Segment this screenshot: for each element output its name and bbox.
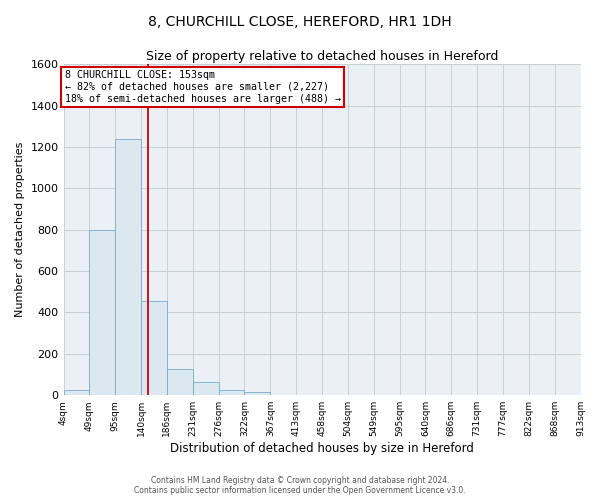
Bar [193,382,218,395]
Bar [218,390,244,395]
Title: Size of property relative to detached houses in Hereford: Size of property relative to detached ho… [146,50,498,63]
Bar [89,230,115,395]
X-axis label: Distribution of detached houses by size in Hereford: Distribution of detached houses by size … [170,442,474,455]
Bar [167,370,193,395]
Text: 8 CHURCHILL CLOSE: 153sqm
← 82% of detached houses are smaller (2,227)
18% of se: 8 CHURCHILL CLOSE: 153sqm ← 82% of detac… [65,70,341,104]
Bar [115,138,141,395]
Bar [141,301,167,395]
Bar [244,392,271,395]
Y-axis label: Number of detached properties: Number of detached properties [15,142,25,318]
Text: 8, CHURCHILL CLOSE, HEREFORD, HR1 1DH: 8, CHURCHILL CLOSE, HEREFORD, HR1 1DH [148,15,452,29]
Bar [64,390,89,395]
Text: Contains HM Land Registry data © Crown copyright and database right 2024.
Contai: Contains HM Land Registry data © Crown c… [134,476,466,495]
